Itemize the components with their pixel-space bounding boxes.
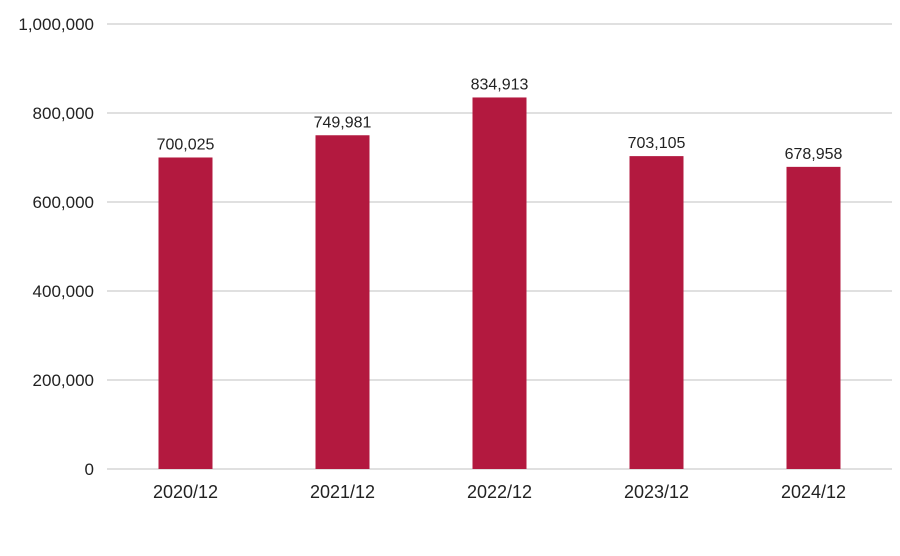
data-labels: 700,025 749,981 834,913 703,105 678,958 bbox=[157, 76, 843, 162]
y-tick-label: 1,000,000 bbox=[18, 15, 94, 34]
x-axis-tick-labels: 2020/12 2021/12 2022/12 2023/12 2024/12 bbox=[153, 482, 846, 502]
bar bbox=[472, 97, 527, 469]
bar bbox=[315, 135, 370, 469]
x-tick-label: 2021/12 bbox=[310, 482, 375, 502]
y-tick-label: 600,000 bbox=[33, 193, 94, 212]
y-tick-label: 0 bbox=[85, 460, 94, 479]
bars bbox=[158, 97, 841, 469]
y-tick-label: 800,000 bbox=[33, 104, 94, 123]
bar bbox=[786, 166, 841, 469]
x-tick-label: 2022/12 bbox=[467, 482, 532, 502]
data-label: 834,913 bbox=[471, 76, 529, 93]
y-tick-label: 200,000 bbox=[33, 371, 94, 390]
data-label: 703,105 bbox=[628, 135, 686, 152]
data-label: 678,958 bbox=[785, 146, 843, 163]
x-tick-label: 2024/12 bbox=[781, 482, 846, 502]
data-label: 700,025 bbox=[157, 136, 215, 153]
x-tick-label: 2020/12 bbox=[153, 482, 218, 502]
data-label: 749,981 bbox=[314, 114, 372, 131]
y-tick-label: 400,000 bbox=[33, 282, 94, 301]
y-axis-tick-labels: 0 200,000 400,000 600,000 800,000 1,000,000 bbox=[18, 15, 94, 479]
bar bbox=[629, 156, 684, 469]
x-tick-label: 2023/12 bbox=[624, 482, 689, 502]
bar bbox=[158, 157, 213, 469]
